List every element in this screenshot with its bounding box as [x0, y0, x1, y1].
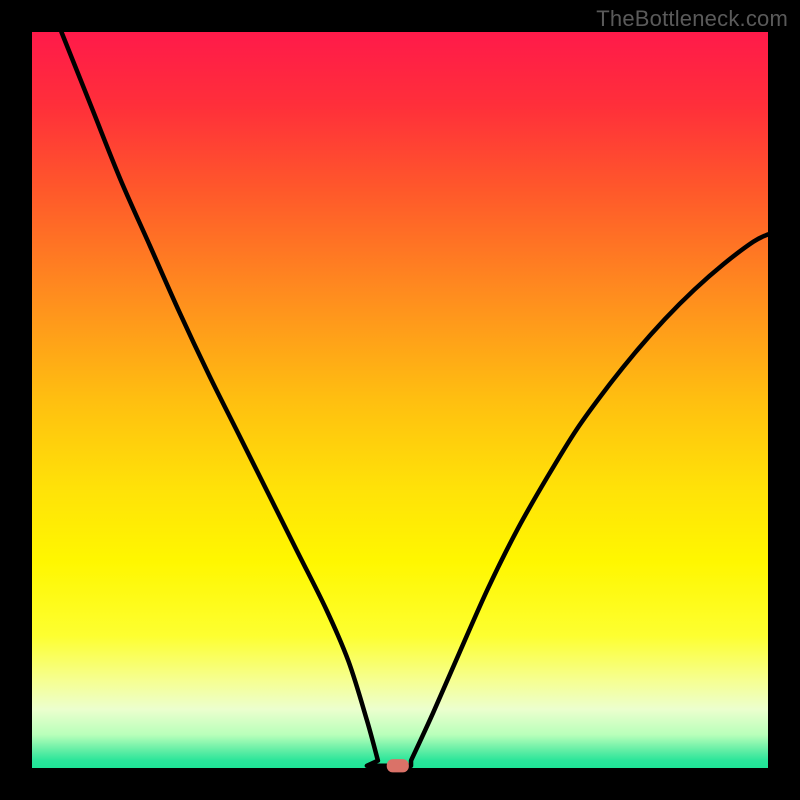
plot-area: [32, 32, 768, 768]
chart-container: TheBottleneck.com: [0, 0, 800, 800]
optimal-point-marker: [387, 759, 409, 772]
bottleneck-chart: [0, 0, 800, 800]
